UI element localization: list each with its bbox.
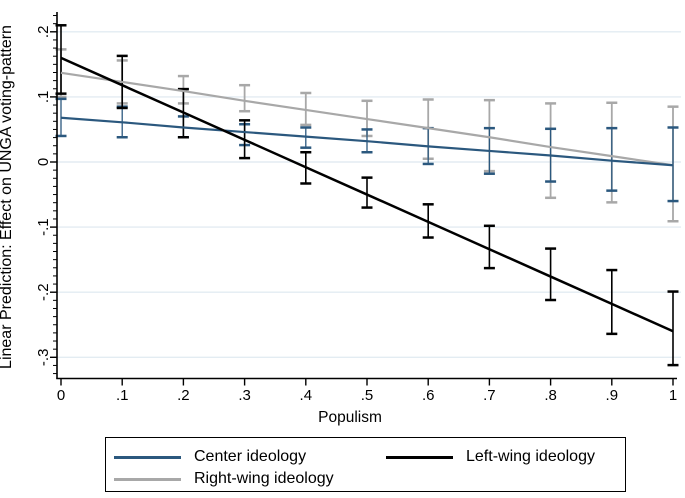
x-tick-label: .9 — [606, 387, 619, 404]
x-tick-label: .2 — [177, 387, 190, 404]
line-left-wing-ideology — [60, 56, 674, 333]
legend-swatch-right-wing-ideology — [114, 477, 181, 481]
legend-item-center-ideology: Center ideology — [114, 447, 306, 467]
x-tick-label: 1 — [669, 387, 677, 404]
legend-label-left-wing-ideology: Left-wing ideology — [466, 448, 595, 465]
legend-swatch-left-wing-ideology — [386, 455, 453, 459]
x-tick-label: .5 — [361, 387, 374, 404]
legend-swatch-center-ideology — [114, 455, 181, 459]
x-tick-label: .3 — [238, 387, 251, 404]
x-axis-title: Populism — [318, 409, 382, 426]
legend-item-left-wing-ideology: Left-wing ideology — [386, 447, 595, 467]
y-axis-title: Linear Prediction: Effect on UNGA voting… — [0, 25, 15, 369]
line-right-wing-ideology — [60, 71, 674, 167]
x-tick-label: .7 — [483, 387, 496, 404]
y-minor-ticks — [53, 15, 57, 375]
x-tick-label: .8 — [544, 387, 557, 404]
y-tick-label: -.3 — [35, 349, 52, 367]
legend: Center ideology Left-wing ideology Right… — [105, 437, 626, 492]
legend-label-center-ideology: Center ideology — [194, 448, 307, 465]
x-tick-label: .1 — [116, 387, 129, 404]
y-tick-label: -.2 — [35, 283, 52, 301]
line-center-ideology — [60, 116, 674, 167]
y-tick-label: 0 — [35, 158, 52, 166]
y-tick-label: .1 — [35, 91, 52, 104]
gridlines — [57, 31, 681, 358]
x-ticks: 0 .1 .2 .3 .4 .5 .6 .7 .8 .9 1 — [57, 378, 677, 404]
y-tick-label: .2 — [35, 26, 52, 39]
x-tick-label: .6 — [422, 387, 435, 404]
error-bars-left-wing-ideology — [55, 24, 679, 367]
x-tick-label: 0 — [57, 387, 65, 404]
line-chart: .2 .1 0 -.1 -.2 -.3 0 .1 .2 .3 .4 .5 .6 .7 .8 .9 1 Populi… — [0, 12, 681, 426]
legend-item-right-wing-ideology: Right-wing ideology — [114, 469, 334, 489]
x-tick-label: .4 — [300, 387, 313, 404]
legend-label-right-wing-ideology: Right-wing ideology — [194, 470, 334, 487]
y-ticks: .2 .1 0 -.1 -.2 -.3 — [35, 26, 57, 367]
y-tick-label: -.1 — [35, 218, 52, 236]
